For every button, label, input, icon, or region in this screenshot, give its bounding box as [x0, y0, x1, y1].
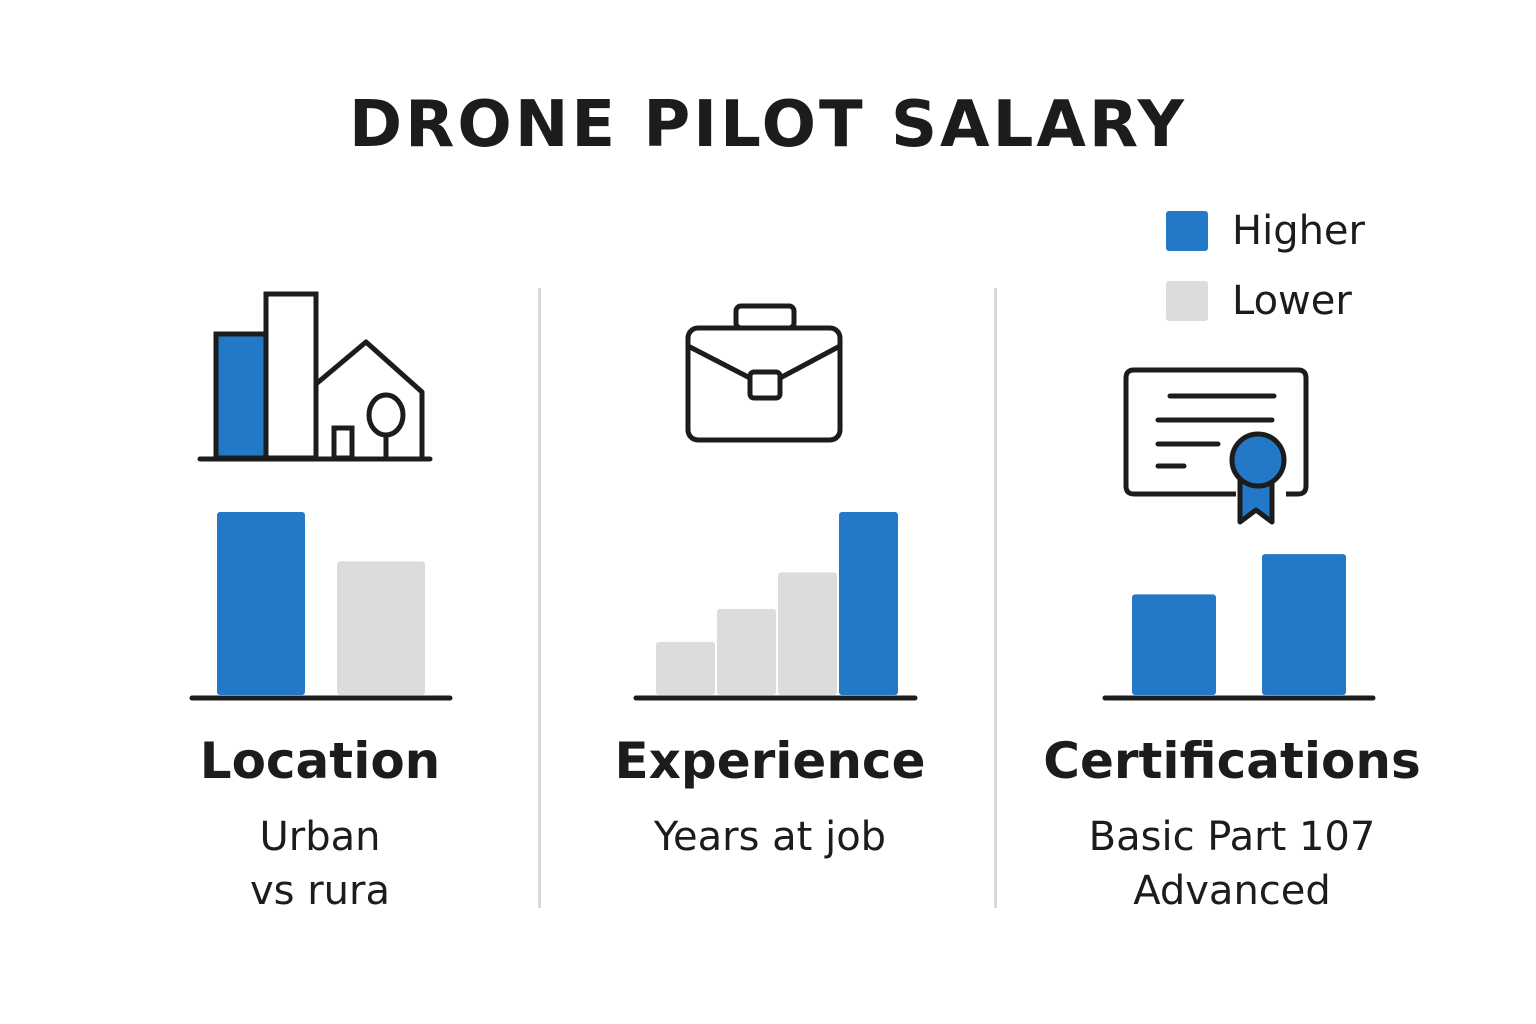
- chart-title: DRONE PILOT SALARY: [349, 88, 1187, 162]
- panel-heading-experience: Experience: [614, 732, 926, 790]
- panel-divider: [994, 288, 997, 908]
- panel-heading-certifications: Certifications: [1043, 732, 1421, 790]
- panel-heading-location: Location: [199, 732, 441, 790]
- certificate-icon: [1123, 367, 1309, 525]
- experience-bar-4: [839, 512, 898, 695]
- legend-item-higher: Higher: [1166, 208, 1365, 254]
- panel-subtitle-location: Urban vs rura: [250, 814, 390, 914]
- city-house-icon: [197, 291, 433, 462]
- panel-subtitle-experience: Years at job: [653, 814, 887, 860]
- legend-swatch-lower: [1166, 281, 1208, 321]
- legend-label-higher: Higher: [1232, 208, 1365, 254]
- briefcase-icon: [685, 303, 843, 443]
- legend-label-lower: Lower: [1232, 278, 1352, 324]
- experience-bar-3: [778, 572, 837, 695]
- experience-bar-2: [717, 608, 776, 695]
- location-bar-2: [337, 561, 425, 695]
- experience-bar-1: [656, 641, 715, 695]
- certifications-bar-1: [1132, 594, 1216, 695]
- legend: Higher Lower: [1166, 208, 1365, 350]
- location-bar-1: [217, 512, 305, 695]
- panel-subtitle-certifications: Basic Part 107 Advanced: [1088, 814, 1376, 914]
- legend-swatch-higher: [1166, 211, 1208, 251]
- panel-divider: [538, 288, 541, 908]
- legend-item-lower: Lower: [1166, 278, 1365, 324]
- certifications-bar-2: [1262, 554, 1346, 695]
